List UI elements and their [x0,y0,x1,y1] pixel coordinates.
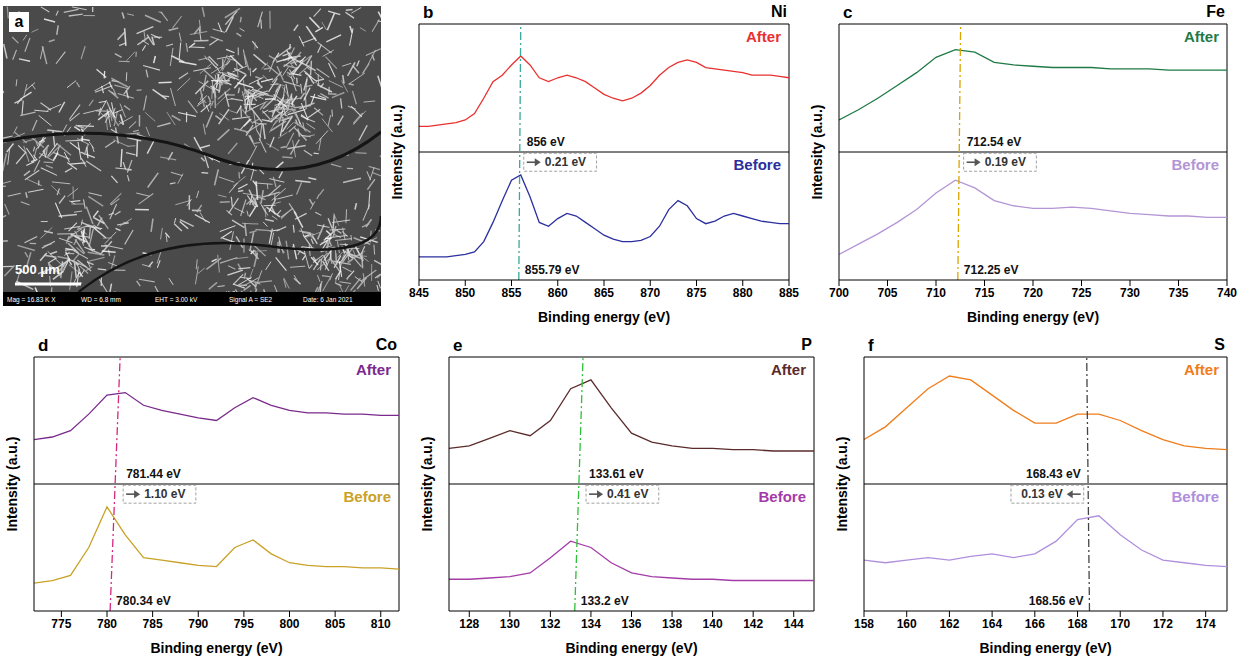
svg-text:Before: Before [343,488,391,505]
svg-text:Before: Before [758,488,806,505]
html-text:e: e [453,336,463,355]
svg-text:160: 160 [897,617,917,631]
html-text:Fe: Fe [1206,3,1225,20]
svg-text:800: 800 [279,617,299,631]
svg-text:805: 805 [325,617,345,631]
svg-text:Date: 6 Jan 2021: Date: 6 Jan 2021 [303,296,353,303]
svg-text:Intensity (a.u.): Intensity (a.u.) [4,437,20,532]
svg-text:Binding energy (eV): Binding energy (eV) [979,640,1111,656]
svg-text:130: 130 [500,617,520,631]
svg-text:142: 142 [743,617,763,631]
svg-text:705: 705 [877,286,897,300]
svg-text:Intensity (a.u.): Intensity (a.u.) [834,437,850,532]
svg-text:WD = 6.8 mm: WD = 6.8 mm [81,296,121,303]
svg-text:790: 790 [188,617,208,631]
svg-text:Binding energy (eV): Binding energy (eV) [565,640,697,656]
svg-text:134: 134 [581,617,601,631]
svg-text:856 eV: 856 eV [527,135,565,149]
svg-text:Binding energy (eV): Binding energy (eV) [967,309,1099,325]
svg-text:133.2 eV: 133.2 eV [581,594,629,608]
svg-text:After: After [771,361,806,378]
svg-text:Intensity (a.u.): Intensity (a.u.) [389,105,405,200]
svg-text:136: 136 [621,617,641,631]
svg-text:166: 166 [1025,617,1045,631]
html-text:d: d [38,336,49,355]
svg-text:810: 810 [371,617,391,631]
svg-text:780.34 eV: 780.34 eV [116,594,171,608]
svg-text:880: 880 [733,286,753,300]
svg-text:Binding energy (eV): Binding energy (eV) [538,309,670,325]
svg-text:735: 735 [1168,286,1188,300]
svg-text:855.79 eV: 855.79 eV [525,263,580,277]
svg-text:a: a [15,13,24,30]
svg-text:After: After [746,28,781,45]
html-text:f: f [868,336,874,355]
svg-text:725: 725 [1071,286,1091,300]
svg-text:885: 885 [779,286,799,300]
svg-text:Signal A = SE2: Signal A = SE2 [229,296,273,304]
svg-text:168.43 eV: 168.43 eV [1026,467,1081,481]
svg-text:875: 875 [686,286,706,300]
svg-text:174: 174 [1196,617,1216,631]
svg-text:785: 785 [143,617,163,631]
svg-text:0.21 eV: 0.21 eV [545,155,586,169]
html-text:S: S [1214,336,1225,353]
html-text:Co: Co [375,336,397,353]
svg-text:712.54 eV: 712.54 eV [967,135,1022,149]
svg-text:Binding energy (eV): Binding energy (eV) [150,640,282,656]
svg-text:Before: Before [1171,156,1219,173]
svg-text:Before: Before [733,156,781,173]
svg-text:0.41 eV: 0.41 eV [607,487,648,501]
svg-text:720: 720 [1023,286,1043,300]
svg-text:162: 162 [939,617,959,631]
svg-text:Before: Before [1171,488,1219,505]
svg-text:158: 158 [854,617,874,631]
svg-text:After: After [1184,28,1219,45]
svg-text:140: 140 [703,617,723,631]
svg-text:Intensity (a.u.): Intensity (a.u.) [419,437,435,532]
svg-text:795: 795 [234,617,254,631]
svg-text:EHT = 3.00 kV: EHT = 3.00 kV [155,296,198,303]
svg-text:0.13 eV: 0.13 eV [1021,487,1062,501]
svg-text:Mag = 16.83 K X: Mag = 16.83 K X [7,296,56,304]
svg-text:730: 730 [1120,286,1140,300]
svg-text:780: 780 [97,617,117,631]
svg-text:133.61 eV: 133.61 eV [589,467,644,481]
svg-text:170: 170 [1110,617,1130,631]
html-text:P: P [801,336,812,353]
svg-text:850: 850 [455,286,475,300]
svg-text:860: 860 [548,286,568,300]
svg-text:132: 132 [540,617,560,631]
svg-text:138: 138 [662,617,682,631]
svg-text:172: 172 [1153,617,1173,631]
svg-text:0.19 eV: 0.19 eV [985,155,1026,169]
html-text:Ni: Ni [771,3,787,20]
svg-text:712.25 eV: 712.25 eV [964,263,1019,277]
svg-text:855: 855 [501,286,521,300]
svg-text:164: 164 [982,617,1002,631]
svg-text:After: After [1184,361,1219,378]
svg-text:845: 845 [409,286,429,300]
svg-text:700: 700 [829,286,849,300]
svg-text:168: 168 [1068,617,1088,631]
svg-text:168.56 eV: 168.56 eV [1029,594,1084,608]
svg-text:870: 870 [640,286,660,300]
svg-text:775: 775 [51,617,71,631]
svg-text:144: 144 [784,617,804,631]
svg-text:865: 865 [594,286,614,300]
svg-text:715: 715 [974,286,994,300]
html-text:c: c [843,3,853,22]
svg-text:710: 710 [926,286,946,300]
svg-text:781.44 eV: 781.44 eV [126,467,181,481]
svg-text:After: After [356,361,391,378]
svg-text:Intensity (a.u.): Intensity (a.u.) [809,105,825,200]
svg-text:500 μm: 500 μm [15,262,60,277]
svg-text:1.10 eV: 1.10 eV [144,487,185,501]
svg-text:128: 128 [459,617,479,631]
svg-text:740: 740 [1217,286,1237,300]
html-text:b: b [423,3,434,22]
